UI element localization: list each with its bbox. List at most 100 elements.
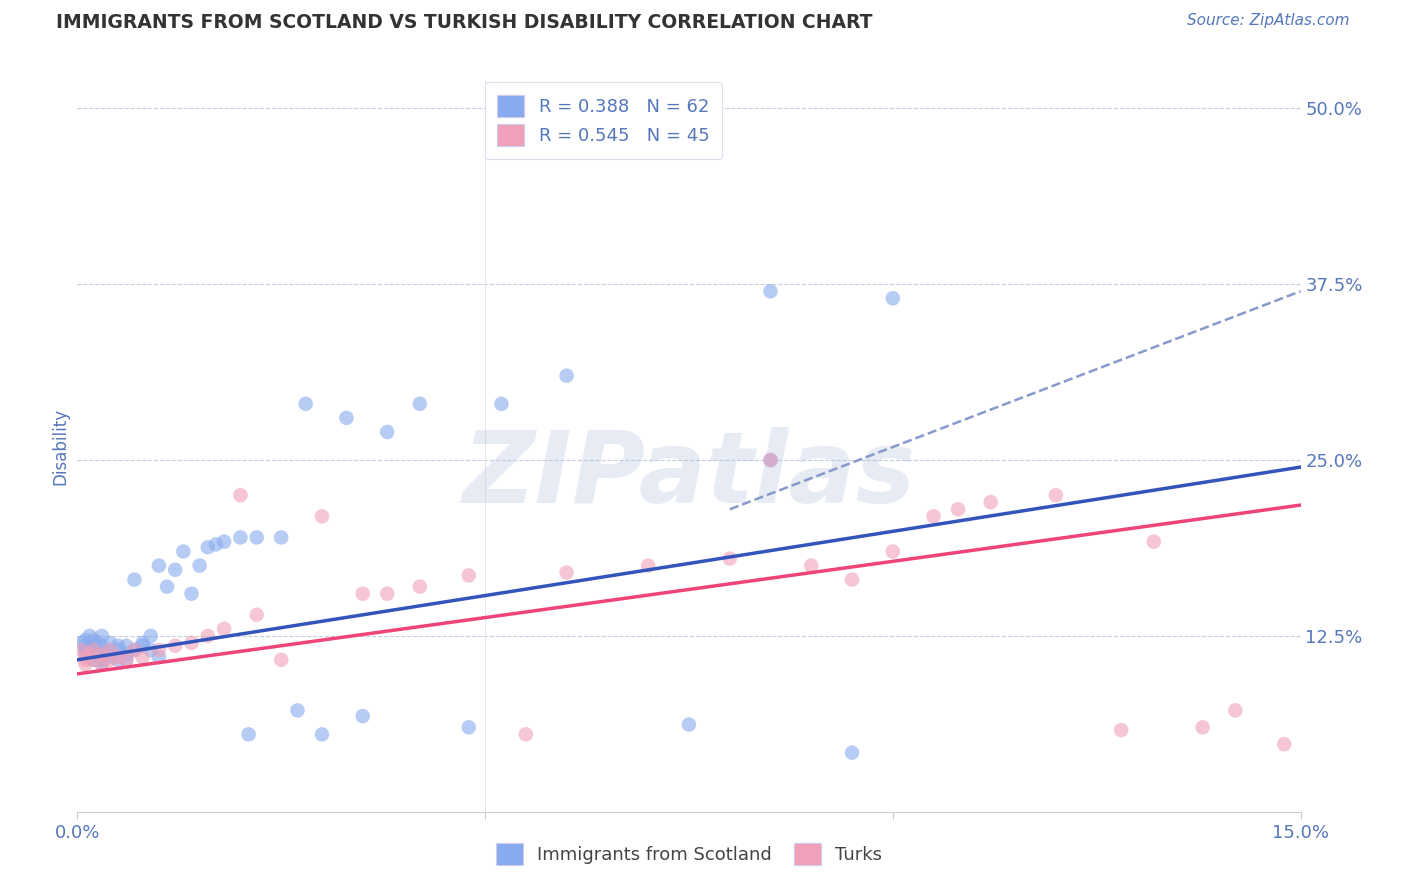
Point bbox=[294, 397, 316, 411]
Y-axis label: Disability: Disability bbox=[51, 408, 69, 484]
Point bbox=[841, 746, 863, 760]
Point bbox=[1191, 720, 1213, 734]
Point bbox=[124, 573, 146, 587]
Point bbox=[90, 639, 112, 653]
Point bbox=[980, 495, 1002, 509]
Point bbox=[90, 647, 112, 661]
Text: Source: ZipAtlas.com: Source: ZipAtlas.com bbox=[1187, 13, 1350, 29]
Point bbox=[83, 653, 105, 667]
Point bbox=[107, 650, 129, 665]
Point bbox=[98, 643, 121, 657]
Point bbox=[238, 727, 260, 741]
Point bbox=[83, 653, 105, 667]
Point bbox=[75, 639, 97, 653]
Point bbox=[90, 653, 112, 667]
Point bbox=[115, 653, 138, 667]
Point bbox=[212, 534, 235, 549]
Point bbox=[98, 636, 121, 650]
Point bbox=[172, 544, 194, 558]
Point bbox=[79, 647, 101, 661]
Point bbox=[1143, 534, 1166, 549]
Point bbox=[90, 629, 112, 643]
Point bbox=[197, 629, 219, 643]
Point bbox=[98, 643, 121, 657]
Point bbox=[124, 643, 146, 657]
Point bbox=[311, 727, 333, 741]
Point bbox=[115, 647, 138, 661]
Point bbox=[409, 397, 432, 411]
Point bbox=[375, 425, 398, 439]
Point bbox=[165, 639, 187, 653]
Point bbox=[457, 568, 479, 582]
Point bbox=[1109, 723, 1132, 738]
Point bbox=[75, 657, 97, 671]
Point bbox=[1272, 737, 1295, 751]
Point bbox=[70, 643, 93, 657]
Point bbox=[90, 657, 112, 671]
Point bbox=[352, 709, 374, 723]
Point bbox=[107, 653, 129, 667]
Point bbox=[678, 717, 700, 731]
Point bbox=[759, 453, 782, 467]
Point bbox=[246, 530, 269, 544]
Point bbox=[165, 563, 187, 577]
Point bbox=[131, 636, 153, 650]
Point bbox=[83, 643, 105, 657]
Point bbox=[87, 643, 110, 657]
Point bbox=[759, 285, 782, 299]
Point bbox=[124, 643, 146, 657]
Point bbox=[75, 647, 97, 661]
Point bbox=[311, 509, 333, 524]
Legend: Immigrants from Scotland, Turks: Immigrants from Scotland, Turks bbox=[488, 836, 890, 872]
Point bbox=[229, 488, 252, 502]
Point bbox=[180, 636, 202, 650]
Point bbox=[115, 639, 138, 653]
Point bbox=[205, 537, 228, 551]
Point bbox=[90, 657, 112, 671]
Point bbox=[375, 587, 398, 601]
Point bbox=[75, 653, 97, 667]
Point bbox=[90, 647, 112, 661]
Point bbox=[491, 397, 513, 411]
Text: IMMIGRANTS FROM SCOTLAND VS TURKISH DISABILITY CORRELATION CHART: IMMIGRANTS FROM SCOTLAND VS TURKISH DISA… bbox=[56, 13, 873, 32]
Point bbox=[70, 636, 93, 650]
Point bbox=[156, 580, 179, 594]
Point bbox=[79, 629, 101, 643]
Point bbox=[87, 636, 110, 650]
Point bbox=[83, 633, 105, 648]
Point bbox=[83, 639, 105, 653]
Point bbox=[555, 368, 578, 383]
Point bbox=[270, 653, 292, 667]
Point bbox=[841, 573, 863, 587]
Point bbox=[107, 643, 129, 657]
Point bbox=[197, 541, 219, 555]
Point bbox=[188, 558, 211, 573]
Point bbox=[180, 587, 202, 601]
Point bbox=[75, 633, 97, 648]
Point bbox=[229, 530, 252, 544]
Point bbox=[882, 291, 904, 305]
Point bbox=[287, 703, 309, 717]
Point bbox=[555, 566, 578, 580]
Point bbox=[139, 643, 162, 657]
Point bbox=[83, 643, 105, 657]
Point bbox=[946, 502, 969, 516]
Point bbox=[800, 558, 823, 573]
Point bbox=[75, 643, 97, 657]
Point bbox=[148, 558, 170, 573]
Point bbox=[922, 509, 945, 524]
Point bbox=[107, 639, 129, 653]
Point bbox=[98, 650, 121, 665]
Point bbox=[352, 587, 374, 601]
Point bbox=[637, 558, 659, 573]
Point bbox=[515, 727, 537, 741]
Point bbox=[1045, 488, 1067, 502]
Point bbox=[335, 410, 357, 425]
Point bbox=[79, 650, 101, 665]
Point bbox=[270, 530, 292, 544]
Point bbox=[115, 653, 138, 667]
Point bbox=[409, 580, 432, 594]
Point bbox=[246, 607, 269, 622]
Point bbox=[882, 544, 904, 558]
Point bbox=[131, 639, 153, 653]
